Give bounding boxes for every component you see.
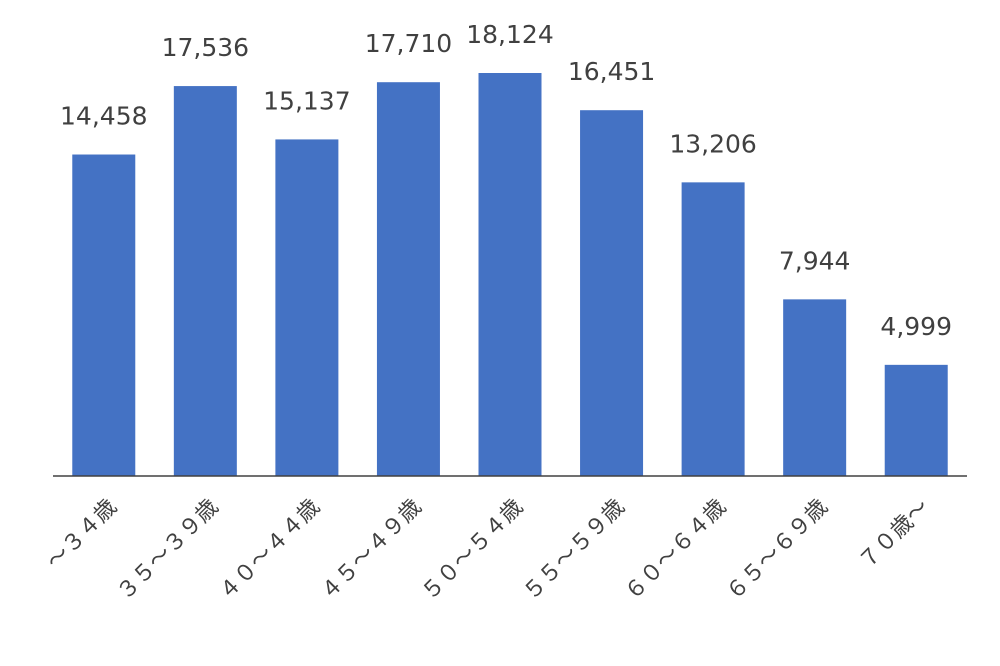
x-tick-label: ４０～４４歳 <box>214 495 325 606</box>
x-tick-label: ～３４歳 <box>42 495 122 575</box>
bar <box>478 73 542 476</box>
value-label: 17,710 <box>365 29 452 58</box>
bar <box>173 86 237 477</box>
bar <box>783 299 847 476</box>
bar <box>376 82 440 477</box>
bar <box>580 110 644 476</box>
x-tick-label: ４５～４９歳 <box>316 495 427 606</box>
value-label: 15,137 <box>263 86 350 115</box>
bar <box>275 139 339 476</box>
bar <box>884 364 948 476</box>
value-label: 14,458 <box>60 102 147 131</box>
x-tick-label: ７０歳～ <box>855 495 935 575</box>
bar <box>681 182 745 476</box>
value-label: 4,999 <box>880 312 952 341</box>
value-label: 17,536 <box>162 33 249 62</box>
value-label: 13,206 <box>669 129 756 158</box>
x-tick-label: ６０～６４歳 <box>620 495 731 606</box>
x-tick-label: ５５～５９歳 <box>519 495 630 606</box>
value-label: 7,944 <box>779 246 851 275</box>
x-tick-label: ３５～３９歳 <box>113 495 224 606</box>
x-tick-label: ６５～６９歳 <box>722 495 833 606</box>
bar <box>72 154 136 476</box>
value-label: 18,124 <box>466 20 553 49</box>
x-tick-label: ５０～５４歳 <box>417 495 528 606</box>
value-label: 16,451 <box>568 57 655 86</box>
